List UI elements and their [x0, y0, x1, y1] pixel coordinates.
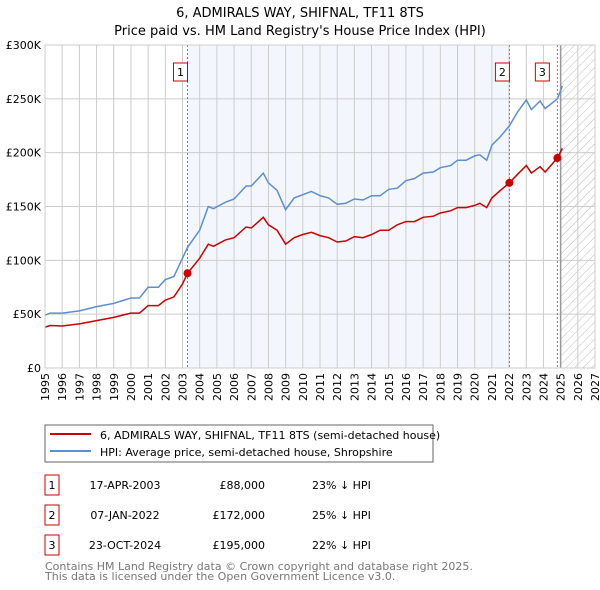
chart-title: 6, ADMIRALS WAY, SHIFNAL, TF11 8TS [176, 6, 424, 21]
x-tick-label: 2000 [125, 373, 138, 401]
legend: 6, ADMIRALS WAY, SHIFNAL, TF11 8TS (semi… [44, 424, 440, 463]
sale-callout-box [494, 62, 510, 82]
hpi-series-line [45, 85, 564, 316]
x-tick-label: 2016 [400, 373, 413, 401]
x-tick-label: 2020 [469, 373, 482, 401]
x-tick-label: 2025 [555, 373, 568, 401]
x-tick-label: 2013 [348, 373, 361, 401]
sale-hpi-diff: 22% ↓ HPI [312, 539, 371, 552]
x-tick-label: 2017 [417, 373, 430, 401]
x-tick-label: 2018 [434, 373, 447, 401]
y-tick-label: £200K [6, 147, 42, 160]
x-tick-label: 1998 [91, 373, 104, 401]
sales-table-row: 2 07-JAN-2022 £172,000 25% ↓ HPI [44, 504, 371, 526]
sales-table: 1 17-APR-2003 £88,000 23% ↓ HPI 2 07-JAN-2022… [44, 474, 371, 556]
x-tick-label: 2009 [280, 373, 293, 401]
sale-date: 07-JAN-2022 [90, 509, 159, 522]
x-tick-label: 2011 [314, 373, 327, 401]
sale-callout-label: 3 [539, 66, 546, 79]
y-tick-label: £100K [6, 254, 42, 267]
x-tick-label: 2023 [520, 373, 533, 401]
footer-line-1: Contains HM Land Registry data © Crown c… [45, 560, 473, 573]
x-tick-label: 2014 [366, 373, 379, 401]
sale-price: £88,000 [220, 479, 266, 492]
sale-number-box [44, 504, 60, 526]
sale-number: 2 [49, 509, 56, 522]
x-tick-label: 2005 [211, 373, 224, 401]
plot-area: 1995 1996 1997 1998 1999 2000 2001 2002 2003 2004… [6, 39, 600, 401]
sale-date: 17-APR-2003 [89, 479, 160, 492]
x-tick-label: 2007 [245, 373, 258, 401]
sales-table-row: 1 17-APR-2003 £88,000 23% ↓ HPI [44, 474, 371, 496]
sale-number-box [44, 474, 60, 496]
x-tick-label: 2026 [572, 373, 585, 401]
footer-line-2: This data is licensed under the Open Gov… [44, 570, 395, 583]
x-tick-label: 2022 [503, 373, 516, 401]
sale-callout-box [172, 62, 188, 82]
x-tick-label: 2024 [537, 373, 550, 401]
x-tick-label: 2004 [194, 373, 207, 401]
x-tick-label: 2001 [142, 373, 155, 401]
sale-price: £195,000 [213, 539, 266, 552]
x-tick-label: 1995 [39, 373, 52, 401]
sale-number: 3 [49, 539, 56, 552]
y-tick-label: £150K [6, 201, 42, 214]
y-tick-label: £50K [13, 308, 42, 321]
x-tick-label: 2012 [331, 373, 344, 401]
x-tick-label: 2002 [159, 373, 172, 401]
sale-point [183, 269, 192, 278]
y-tick-label: £0 [27, 362, 41, 375]
sale-price: £172,000 [213, 509, 266, 522]
legend-box [44, 424, 434, 463]
sale-number: 1 [49, 479, 56, 492]
sale-hpi-diff: 23% ↓ HPI [312, 479, 371, 492]
x-tick-label: 2021 [486, 373, 499, 401]
x-tick-label: 2008 [262, 373, 275, 401]
legend-label-property: 6, ADMIRALS WAY, SHIFNAL, TF11 8TS (semi… [100, 429, 440, 442]
x-tick-label: 1997 [73, 373, 86, 401]
y-tick-label: £300K [6, 39, 42, 52]
sale-point [505, 178, 514, 187]
sales-table-row: 3 23-OCT-2024 £195,000 22% ↓ HPI [44, 534, 371, 556]
x-tick-label: 2019 [452, 373, 465, 401]
chart-subtitle: Price paid vs. HM Land Registry's House … [114, 24, 486, 39]
x-tick-label: 1999 [108, 373, 121, 401]
sale-date: 23-OCT-2024 [89, 539, 161, 552]
x-tick-label: 2003 [177, 373, 190, 401]
sale-callout-label: 2 [499, 66, 506, 79]
sale-callout-label: 1 [177, 66, 184, 79]
plot-border [44, 44, 596, 369]
sale-callout-box [534, 62, 550, 82]
x-tick-label: 2010 [297, 373, 310, 401]
legend-label-hpi: HPI: Average price, semi-detached house,… [100, 446, 393, 459]
x-tick-label: 2027 [589, 373, 600, 401]
y-tick-label: £250K [6, 93, 42, 106]
sale-number-box [44, 534, 60, 556]
sale-hpi-diff: 25% ↓ HPI [312, 509, 371, 522]
sale-point [553, 154, 562, 163]
x-tick-label: 1996 [56, 373, 69, 401]
x-tick-label: 2015 [383, 373, 396, 401]
x-tick-label: 2006 [228, 373, 241, 401]
property-series-line [45, 148, 563, 328]
